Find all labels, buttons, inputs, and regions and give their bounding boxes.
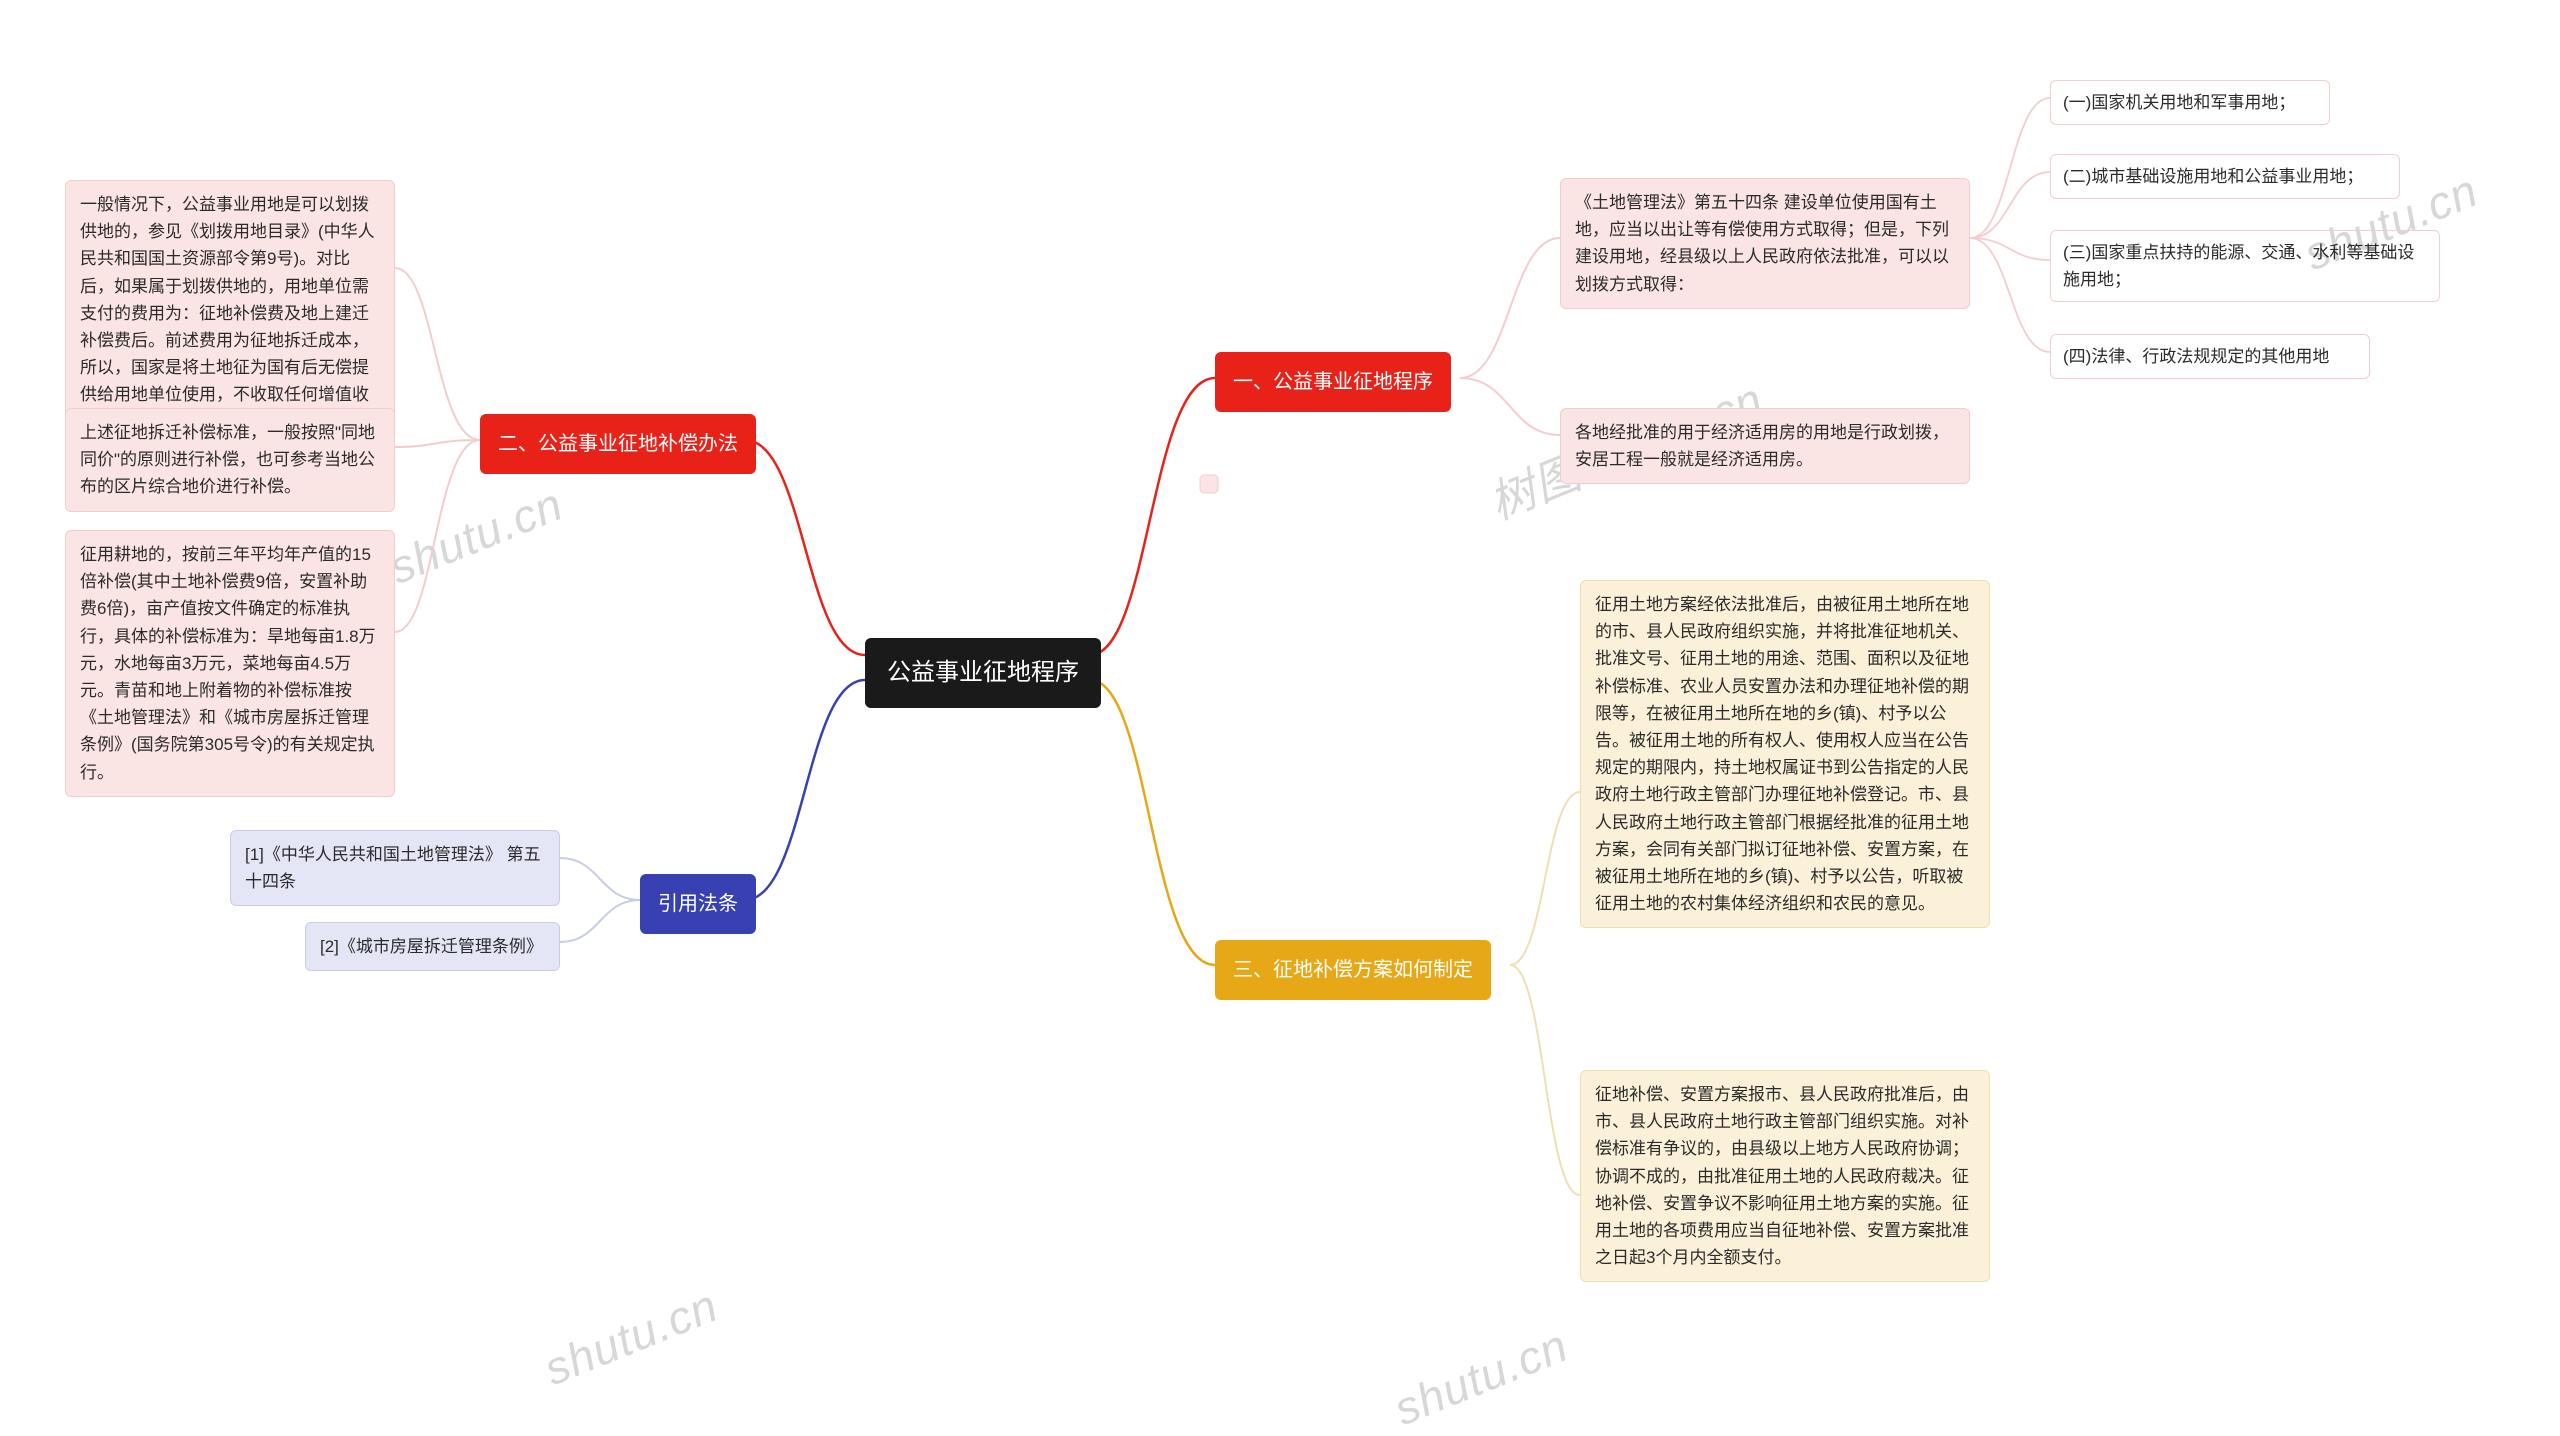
branch-2-child-2-text: 上述征地拆迁补偿标准，一般按照"同地同价"的原则进行补偿，也可参考当地公布的区片… xyxy=(80,419,380,501)
branch-1-child-2: 各地经批准的用于经济适用房的用地是行政划拨，安居工程一般就是经济适用房。 xyxy=(1560,408,1970,484)
branch-2-child-1-text: 一般情况下，公益事业用地是可以划拨供地的，参见《划拨用地目录》(中华人民共和国国… xyxy=(80,191,380,436)
branch-1-leaf-3-text: (三)国家重点扶持的能源、交通、水利等基础设施用地； xyxy=(2063,239,2427,293)
branch-1-leaf-1: (一)国家机关用地和军事用地； xyxy=(2050,80,2330,125)
branch-1-child-2-text: 各地经批准的用于经济适用房的用地是行政划拨，安居工程一般就是经济适用房。 xyxy=(1575,419,1955,473)
branch-3-child-1-text: 征用土地方案经依法批准后，由被征用土地所在地的市、县人民政府组织实施，并将批准征… xyxy=(1595,591,1975,917)
branch-3: 三、征地补偿方案如何制定 xyxy=(1215,940,1491,1000)
branch-2-child-2: 上述征地拆迁补偿标准，一般按照"同地同价"的原则进行补偿，也可参考当地公布的区片… xyxy=(65,408,395,512)
branch-1-child-1-text: 《土地管理法》第五十四条 建设单位使用国有土地，应当以出让等有偿使用方式取得；但… xyxy=(1575,189,1955,298)
branch-1: 一、公益事业征地程序 xyxy=(1215,352,1451,412)
branch-3-label: 三、征地补偿方案如何制定 xyxy=(1233,954,1473,986)
branch-1-child-1: 《土地管理法》第五十四条 建设单位使用国有土地，应当以出让等有偿使用方式取得；但… xyxy=(1560,178,1970,309)
branch-ref-label: 引用法条 xyxy=(658,888,738,920)
branch-2-child-3-text: 征用耕地的，按前三年平均年产值的15倍补偿(其中土地补偿费9倍，安置补助费6倍)… xyxy=(80,541,380,786)
branch-ref-child-1: [1]《中华人民共和国土地管理法》 第五十四条 xyxy=(230,830,560,906)
watermark: shutu.cn xyxy=(537,1278,726,1396)
center-label: 公益事业征地程序 xyxy=(887,654,1079,692)
branch-1-leaf-2-text: (二)城市基础设施用地和公益事业用地； xyxy=(2063,163,2363,190)
branch-2-label: 二、公益事业征地补偿办法 xyxy=(498,428,738,460)
branch-2-child-3: 征用耕地的，按前三年平均年产值的15倍补偿(其中土地补偿费9倍，安置补助费6倍)… xyxy=(65,530,395,797)
branch-1-leaf-4-text: (四)法律、行政法规规定的其他用地 xyxy=(2063,343,2329,370)
branch-1-label: 一、公益事业征地程序 xyxy=(1233,366,1433,398)
branch-2: 二、公益事业征地补偿办法 xyxy=(480,414,756,474)
branch-3-child-2-text: 征地补偿、安置方案报市、县人民政府批准后，由市、县人民政府土地行政主管部门组织实… xyxy=(1595,1081,1975,1271)
branch-1-leaf-2: (二)城市基础设施用地和公益事业用地； xyxy=(2050,154,2400,199)
branch-ref: 引用法条 xyxy=(640,874,756,934)
branch-3-child-1: 征用土地方案经依法批准后，由被征用土地所在地的市、县人民政府组织实施，并将批准征… xyxy=(1580,580,1990,928)
branch-ref-child-2-text: [2]《城市房屋拆迁管理条例》 xyxy=(320,933,543,960)
branch-ref-child-1-text: [1]《中华人民共和国土地管理法》 第五十四条 xyxy=(245,841,545,895)
mindmap-center: 公益事业征地程序 xyxy=(865,638,1101,708)
branch-1-leaf-4: (四)法律、行政法规规定的其他用地 xyxy=(2050,334,2370,379)
branch-1-leaf-3: (三)国家重点扶持的能源、交通、水利等基础设施用地； xyxy=(2050,230,2440,302)
watermark: shutu.cn xyxy=(1387,1318,1576,1436)
branch-3-child-2: 征地补偿、安置方案报市、县人民政府批准后，由市、县人民政府土地行政主管部门组织实… xyxy=(1580,1070,1990,1282)
branch-1-leaf-1-text: (一)国家机关用地和军事用地； xyxy=(2063,89,2295,116)
branch-ref-child-2: [2]《城市房屋拆迁管理条例》 xyxy=(305,922,560,971)
branch-2-child-1: 一般情况下，公益事业用地是可以划拨供地的，参见《划拨用地目录》(中华人民共和国国… xyxy=(65,180,395,447)
